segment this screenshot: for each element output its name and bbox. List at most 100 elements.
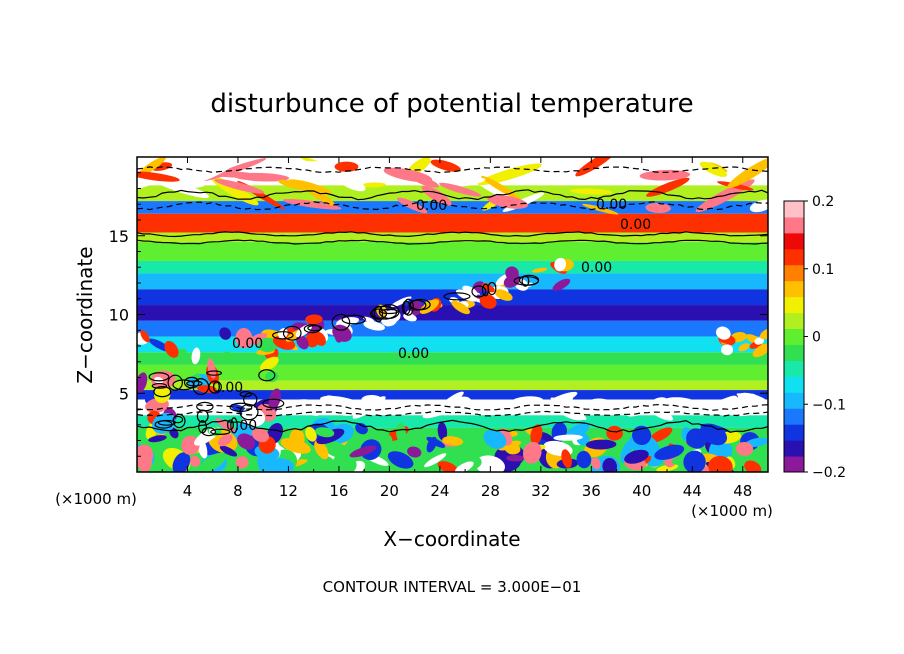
turbulence-patch: [738, 343, 750, 352]
turbulence-patch: [715, 326, 731, 340]
band: [137, 320, 768, 337]
contour-loop: [282, 325, 302, 341]
contour-line: [137, 239, 768, 245]
turbulence-patch: [430, 159, 461, 172]
turbulence-patch: [585, 439, 617, 450]
y-axis-label: Z−coordinate: [73, 246, 97, 383]
contour-label: 0.00: [581, 260, 612, 276]
turbulence-patch: [137, 171, 180, 182]
turbulence-patch: [602, 458, 617, 472]
colorbar-tick-label: 0.2: [812, 194, 834, 210]
contour-loop: [239, 403, 259, 421]
contour-loop: [154, 420, 173, 429]
contour-loop: [230, 417, 238, 434]
turbulence-patch: [531, 267, 548, 273]
turbulence-patch: [736, 393, 768, 407]
turbulence-patch: [424, 453, 447, 468]
turbulence-patch: [352, 396, 386, 419]
band: [137, 415, 768, 428]
turbulence-patch: [552, 278, 571, 291]
turbulence-patch: [727, 157, 768, 189]
contour-interval-note: CONTOUR INTERVAL = 3.000E−01: [323, 578, 582, 596]
turbulence-patch: [313, 331, 326, 346]
contour-line: [137, 403, 768, 412]
turbulence-patch: [437, 461, 458, 472]
colorbar-segment: [784, 280, 804, 298]
colorbar-tick-label: −0.2: [812, 465, 846, 481]
turbulence-patch: [363, 321, 385, 331]
turbulence-patch: [665, 397, 694, 405]
contour-loop: [148, 372, 170, 382]
contour-loop: [258, 369, 276, 382]
turbulence-patch: [219, 445, 238, 457]
turbulence-patch: [475, 455, 505, 472]
contour-labels: 0.00 0.00 0.00 0.00 0.00 0.00 0.00 0.00: [212, 197, 651, 434]
turbulence-patch: [624, 449, 649, 464]
colorbar-segment: [784, 248, 804, 266]
x-tick-label: 28: [481, 482, 500, 500]
turbulence-patch: [561, 449, 572, 469]
turbulence-patch: [355, 422, 368, 435]
contour-loop: [271, 331, 294, 340]
turbulence-patch: [337, 175, 366, 192]
turbulence-patch: [308, 188, 335, 206]
contour-line: [137, 231, 768, 238]
turbulence-patch: [148, 435, 167, 443]
turbulence-patch: [426, 436, 437, 453]
turbulence-patch: [530, 424, 543, 445]
contour-label: 0.00: [232, 336, 263, 352]
turbulence-patch: [457, 178, 486, 187]
turbulence-patch: [645, 202, 671, 214]
colorbar-segment: [784, 264, 804, 282]
turbulence-patch: [318, 456, 335, 472]
turbulence-patch: [258, 337, 278, 353]
turbulence-patch: [407, 157, 431, 175]
contour-loop: [262, 398, 285, 409]
x-tick-label: 8: [233, 482, 243, 500]
turbulence-patch: [454, 461, 474, 472]
contour-loop: [172, 379, 195, 391]
turbulence-patch: [569, 188, 613, 195]
band: [137, 201, 768, 214]
turbulence-patch: [745, 437, 768, 447]
band: [137, 352, 768, 365]
turbulence-patch: [197, 385, 217, 393]
contour-loop: [307, 325, 323, 332]
contour-loop: [210, 428, 231, 435]
turbulence-patch: [137, 444, 154, 468]
turbulence-patch: [735, 442, 754, 456]
x-unit-left: (×1000 m): [55, 490, 137, 508]
contour-loop: [208, 380, 222, 394]
x-tick-label: 12: [279, 482, 298, 500]
turbulence-patch: [487, 194, 529, 209]
turbulence-patch: [702, 396, 737, 413]
contour-line: [137, 166, 768, 174]
contour-loop: [371, 305, 398, 320]
turbulence-patch: [189, 455, 201, 467]
turbulence-patch: [576, 450, 592, 469]
x-tick-label: 20: [380, 482, 399, 500]
turbulence-patch: [725, 402, 742, 414]
x-axis-label: X−coordinate: [383, 527, 520, 551]
turbulence-patch: [582, 203, 619, 215]
colorbar-segment: [784, 328, 804, 345]
turbulence-patch: [504, 443, 521, 455]
turbulence-patch: [721, 344, 734, 356]
contour-loop: [379, 308, 399, 315]
turbulence-patch: [198, 452, 227, 472]
colorbar-segment: [784, 232, 804, 250]
x-axis: 4 8 12 16 20 24 28 32 36 40 44 48: [161, 157, 752, 500]
turbulence-patch: [522, 441, 542, 464]
x-tick-label: 16: [329, 482, 348, 500]
turbulence-patch: [654, 444, 685, 460]
contour-loop: [303, 324, 322, 334]
x-unit-right: (×1000 m): [691, 502, 773, 520]
band: [137, 213, 768, 233]
colorbar-segment: [784, 312, 804, 330]
colorbar-segment: [784, 408, 804, 425]
contour-loop: [443, 292, 471, 301]
colorbar-tick-label: −0.1: [812, 397, 846, 413]
x-tick-label: 32: [531, 482, 550, 500]
y-axis: 5 10 15: [109, 172, 768, 457]
